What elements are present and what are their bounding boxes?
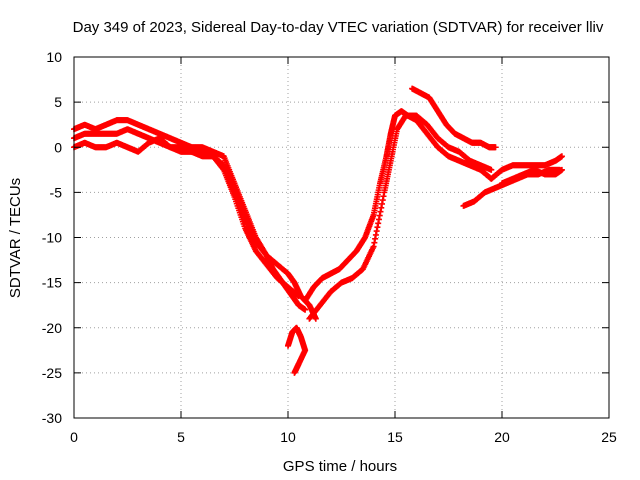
x-tick-label: 5 [177, 429, 185, 445]
x-axis-title: GPS time / hours [283, 458, 397, 475]
x-tick-label: 15 [387, 429, 403, 445]
plot-area [71, 85, 565, 376]
y-axis-title: SDTVAR / TECUs [7, 178, 24, 298]
series-trace-c [71, 135, 302, 300]
data-point [312, 315, 319, 322]
x-tick-label: 0 [70, 429, 78, 445]
x-tick-label: 10 [280, 429, 296, 445]
y-tick-label: -25 [42, 365, 62, 381]
chart-title: Day 349 of 2023, Sidereal Day-to-day VTE… [73, 19, 604, 36]
data-point [488, 166, 495, 173]
y-tick-label: 0 [54, 139, 62, 155]
series-trace-e [302, 108, 565, 304]
series-trace-a [71, 117, 309, 313]
y-tick-label: 10 [46, 49, 62, 65]
y-tick-label: -10 [42, 230, 62, 246]
data-point [302, 306, 309, 313]
data-point [295, 293, 302, 300]
series-trace-g [409, 85, 499, 151]
axis-ticks: 0 5 10 15 20 25 10 5 0 -5 -10 -15 -20 -25 -30 [42, 49, 617, 445]
data-point [291, 369, 298, 376]
series-trace-f [306, 112, 495, 322]
y-tick-label: -5 [50, 184, 63, 200]
data-point [492, 144, 499, 151]
series-trace-i [499, 166, 565, 187]
y-tick-label: 5 [54, 94, 62, 110]
y-tick-label: -20 [42, 320, 62, 336]
data-point [558, 166, 565, 173]
data-point [558, 153, 565, 160]
x-tick-label: 25 [601, 429, 617, 445]
series-trace-d [285, 324, 309, 376]
grid [74, 57, 609, 418]
x-tick-label: 20 [494, 429, 510, 445]
y-tick-label: -15 [42, 275, 62, 291]
y-tick-label: -30 [42, 410, 62, 426]
